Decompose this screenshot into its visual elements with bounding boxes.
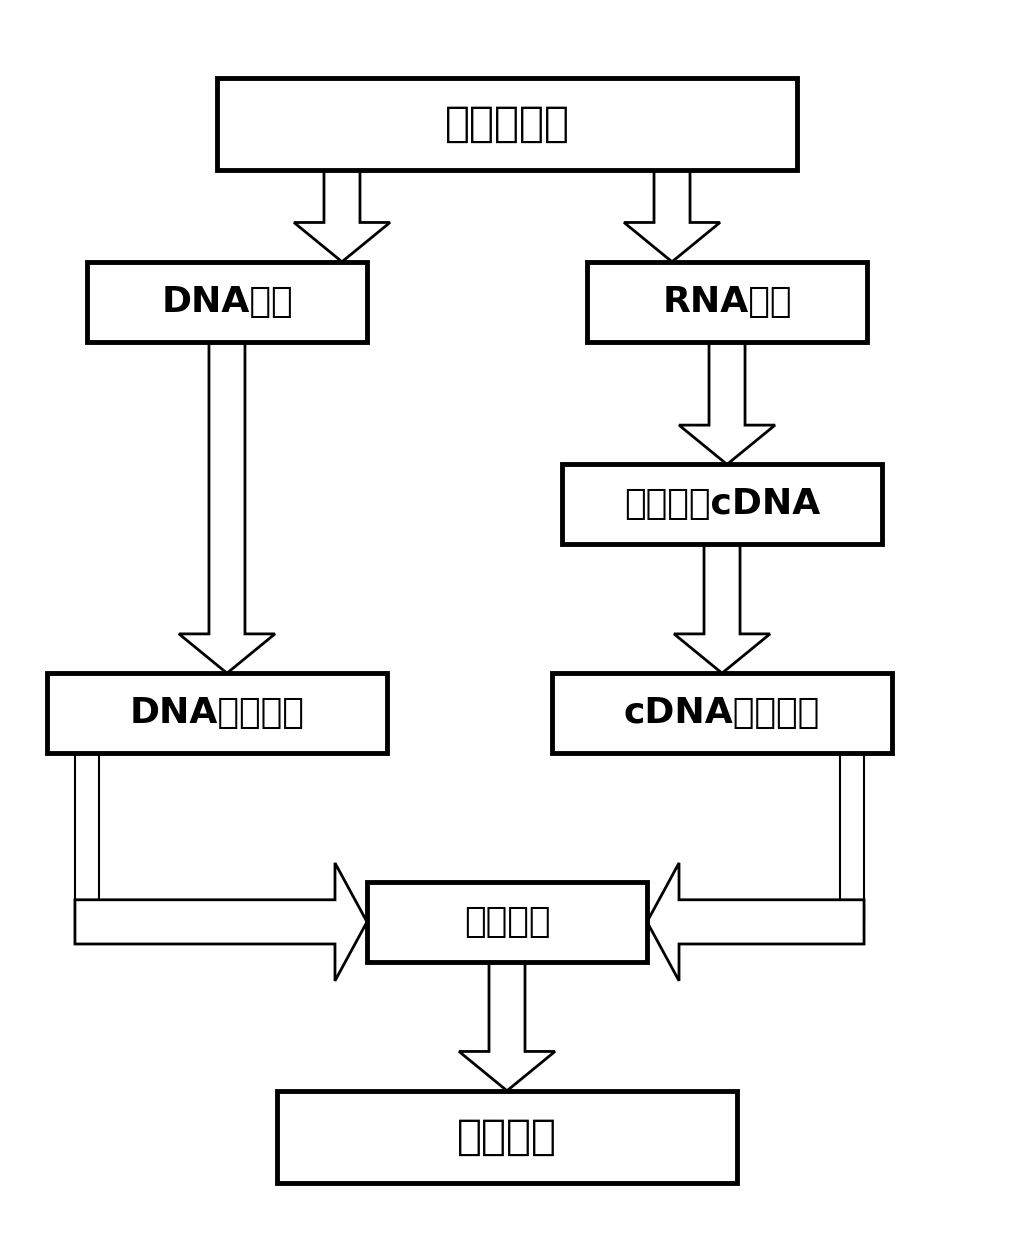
Text: 甲状腺样本: 甲状腺样本: [444, 103, 570, 144]
Text: DNA提取: DNA提取: [161, 284, 293, 319]
Polygon shape: [679, 342, 775, 465]
Polygon shape: [294, 170, 390, 262]
Text: RNA提取: RNA提取: [662, 284, 792, 319]
Text: DNA文库构建: DNA文库构建: [130, 696, 304, 730]
Text: 逆转录为cDNA: 逆转录为cDNA: [624, 487, 820, 522]
Polygon shape: [674, 544, 770, 673]
Bar: [840, 753, 864, 922]
Polygon shape: [178, 342, 275, 673]
Text: cDNA文库构建: cDNA文库构建: [624, 696, 820, 730]
Bar: [87, 262, 367, 342]
Bar: [552, 673, 892, 753]
Bar: [367, 882, 647, 961]
Bar: [217, 77, 797, 170]
Bar: [75, 753, 99, 922]
Bar: [75, 936, 99, 944]
Bar: [47, 673, 387, 753]
Polygon shape: [647, 863, 864, 981]
Bar: [587, 262, 867, 342]
Bar: [562, 465, 882, 544]
Text: 数据分析: 数据分析: [457, 1115, 557, 1158]
Polygon shape: [459, 961, 555, 1090]
Text: 上机测序: 上机测序: [463, 905, 551, 939]
Polygon shape: [75, 863, 367, 981]
Polygon shape: [624, 170, 720, 262]
Bar: [277, 1090, 737, 1182]
